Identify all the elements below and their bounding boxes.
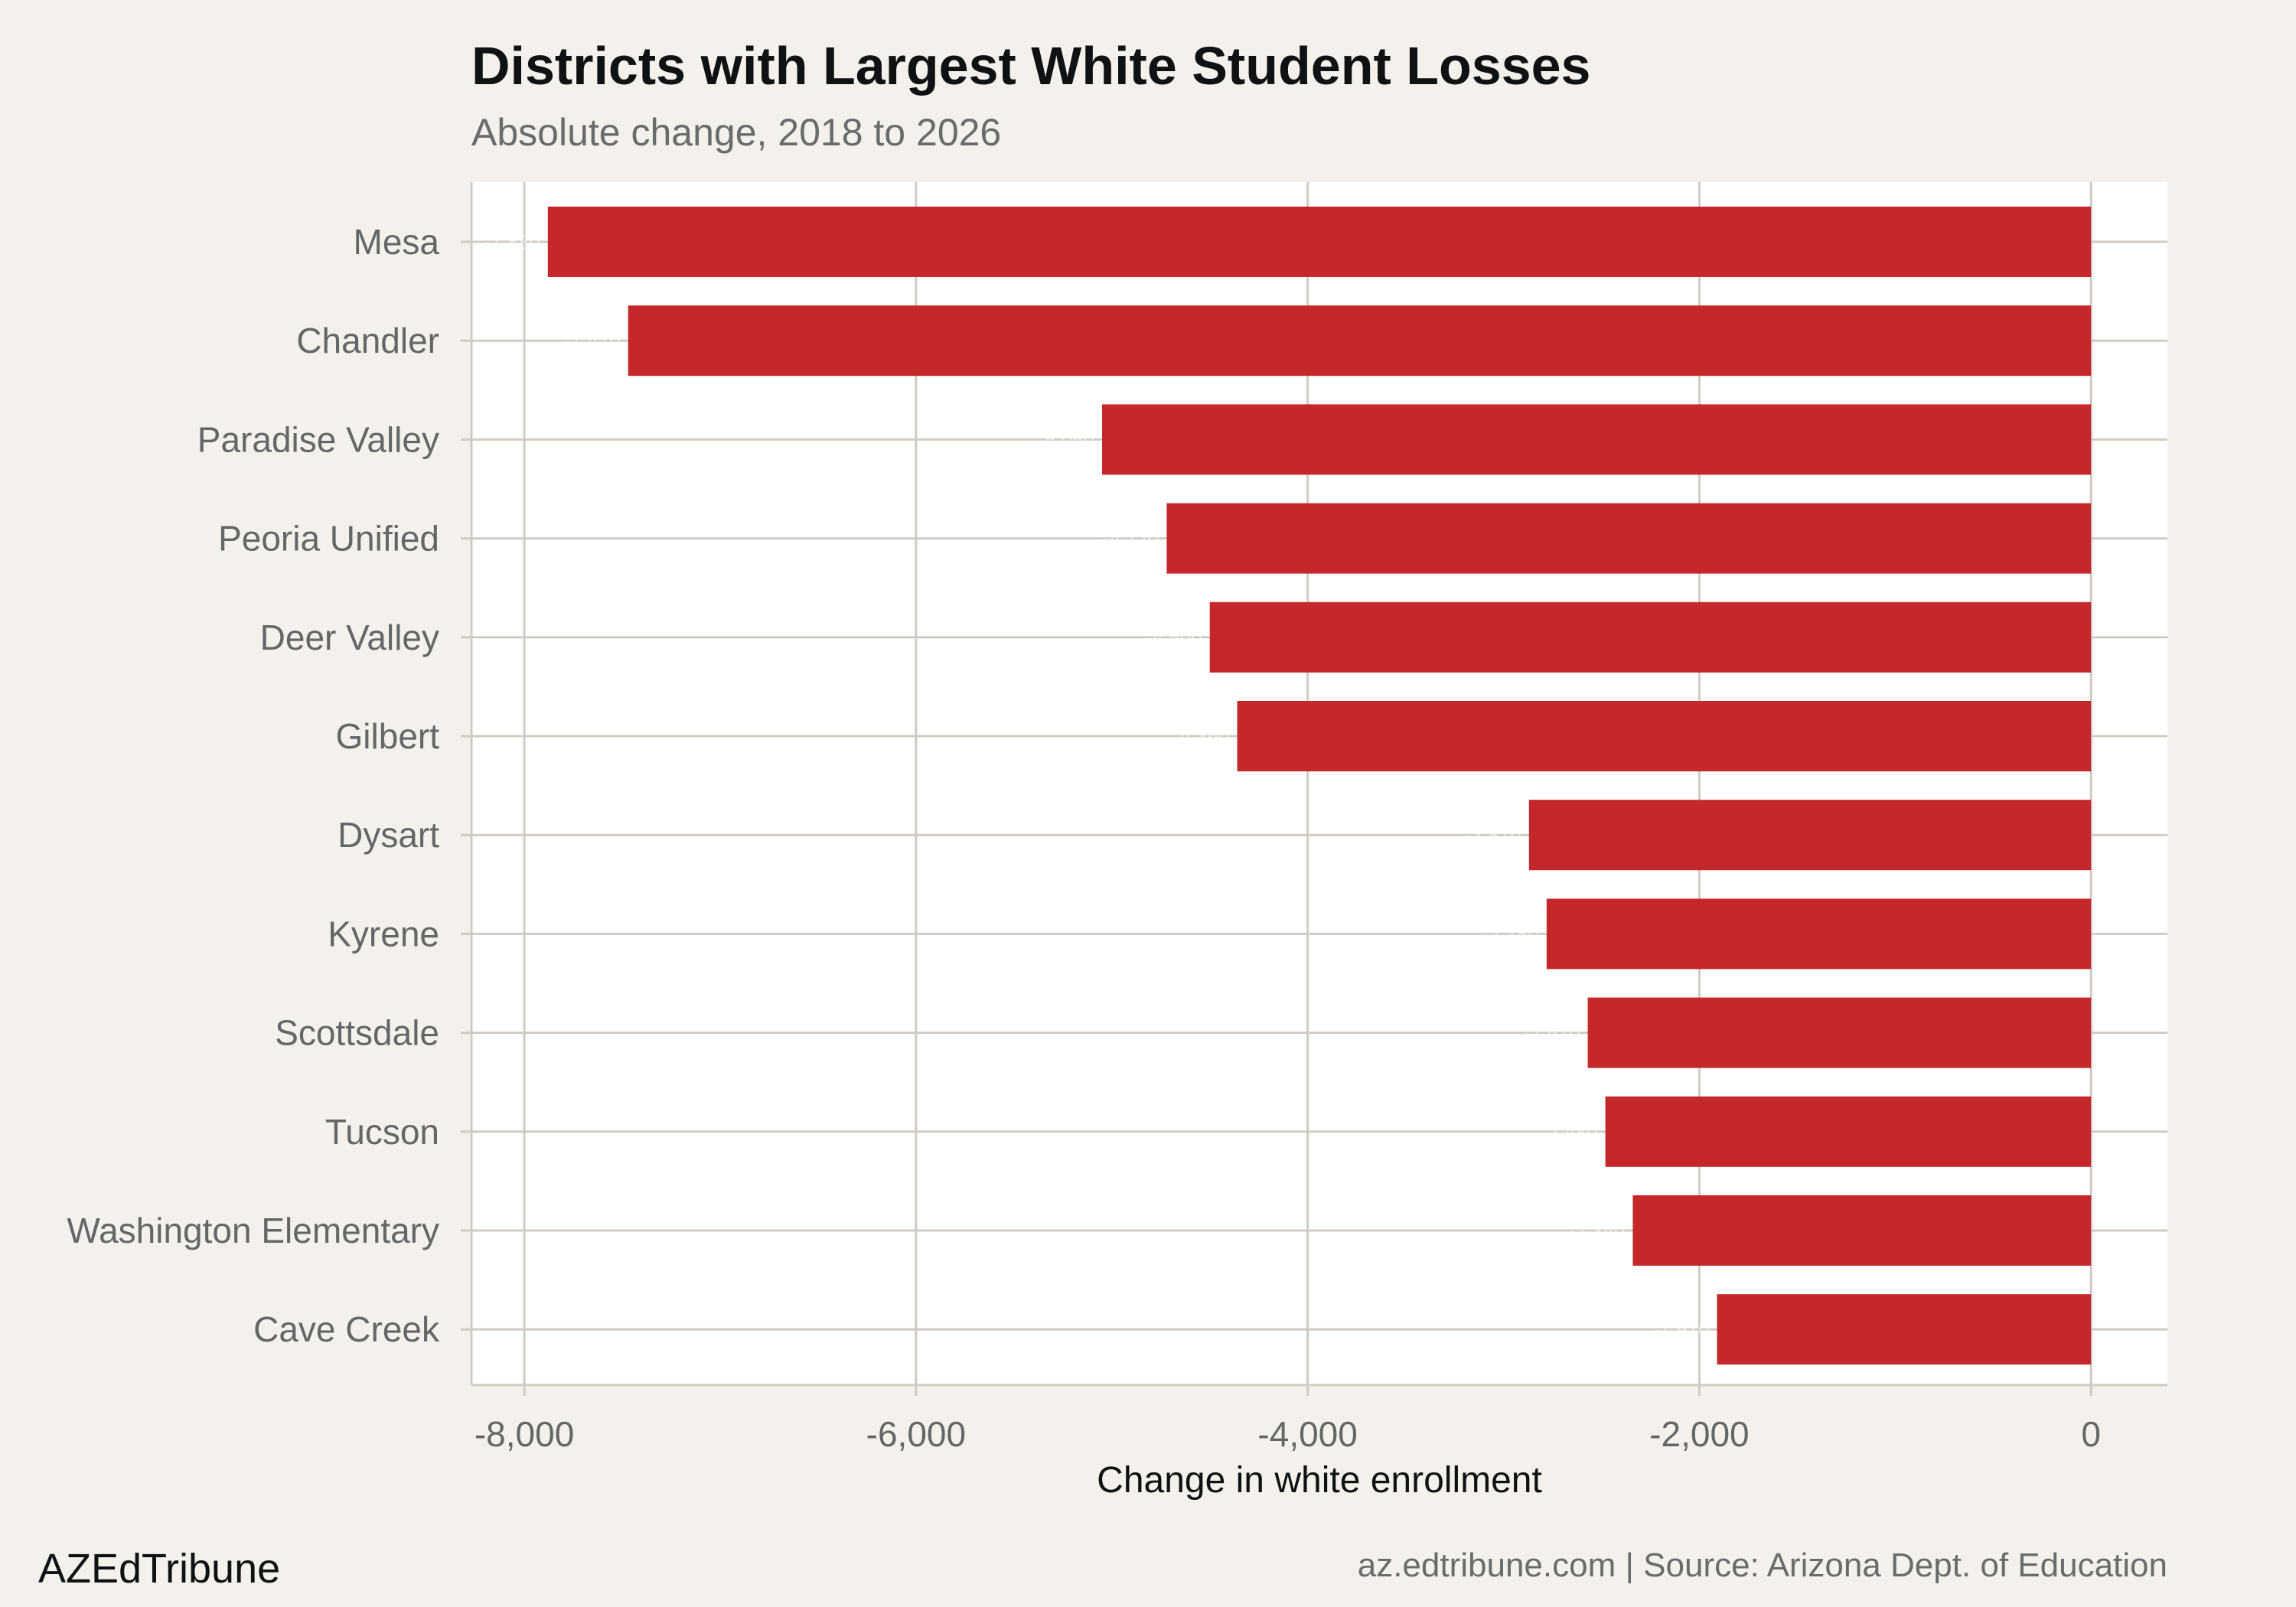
data-label: -2,780 — [1482, 922, 1539, 945]
category-label: Gilbert — [336, 716, 440, 756]
category-label: Chandler — [296, 321, 439, 360]
category-label: Kyrene — [328, 914, 439, 953]
data-label: -2,480 — [1541, 1120, 1598, 1143]
category-label: Washington Elementary — [67, 1211, 439, 1250]
category-label: Tucson — [325, 1112, 439, 1152]
brand-logo-text: AZEdTribune — [38, 1546, 280, 1592]
bar — [1546, 898, 2092, 970]
category-labels: Mesa Chandler Paradise Valley Peoria Unifie… — [67, 222, 440, 1349]
bar — [1605, 1096, 2092, 1167]
bar — [628, 305, 2092, 376]
category-label: Deer Valley — [260, 618, 439, 657]
bar — [1166, 503, 2092, 574]
category-label: Dysart — [338, 815, 439, 855]
x-tick-label: -4,000 — [1257, 1414, 1357, 1454]
data-label: -2,870 — [1465, 823, 1521, 846]
bars — [547, 207, 2092, 1365]
category-label: Paradise Valley — [197, 419, 439, 459]
x-axis-title: Change in white enrollment — [1097, 1460, 1542, 1501]
category-label: Peoria Unified — [218, 519, 439, 559]
x-tick-label: -2,000 — [1649, 1414, 1749, 1454]
category-label: Scottsdale — [275, 1013, 439, 1053]
plot-panel — [471, 182, 2167, 1385]
category-label: Cave Creek — [253, 1309, 440, 1349]
data-labels: -7,880 -7,470 -5,050 -4,720 -4,500 -4,360 -2,8… — [484, 230, 1709, 1341]
data-label: -7,470 — [564, 329, 621, 352]
data-label: -4,360 — [1173, 725, 1230, 748]
x-tick-labels: -8,000 -6,000 -4,000 -2,000 0 — [475, 1414, 2101, 1454]
bar — [1209, 601, 2092, 673]
bar — [1717, 1294, 2092, 1365]
x-tick-label: -8,000 — [475, 1414, 574, 1454]
data-label: -4,500 — [1146, 626, 1202, 649]
bar — [547, 207, 2092, 277]
data-label: -2,570 — [1524, 1022, 1580, 1045]
data-label: -1,910 — [1653, 1318, 1710, 1341]
chart-title: Districts with Largest White Student Los… — [471, 36, 1590, 96]
x-tick-label: 0 — [2081, 1414, 2101, 1454]
source-caption: az.edtribune.com | Source: Arizona Dept.… — [1358, 1547, 2167, 1584]
bar — [1101, 404, 2092, 475]
data-label: -2,340 — [1569, 1219, 1626, 1242]
x-tick-label: -6,000 — [866, 1414, 966, 1454]
data-label: -4,720 — [1103, 527, 1159, 550]
chart-subtitle: Absolute change, 2018 to 2026 — [471, 111, 1001, 154]
data-label: -5,050 — [1038, 428, 1094, 451]
bar — [1587, 997, 2092, 1068]
data-label: -7,880 — [484, 230, 540, 253]
category-label: Mesa — [354, 222, 440, 262]
bar — [1632, 1195, 2092, 1266]
bar — [1528, 800, 2092, 871]
bar — [1237, 701, 2092, 771]
